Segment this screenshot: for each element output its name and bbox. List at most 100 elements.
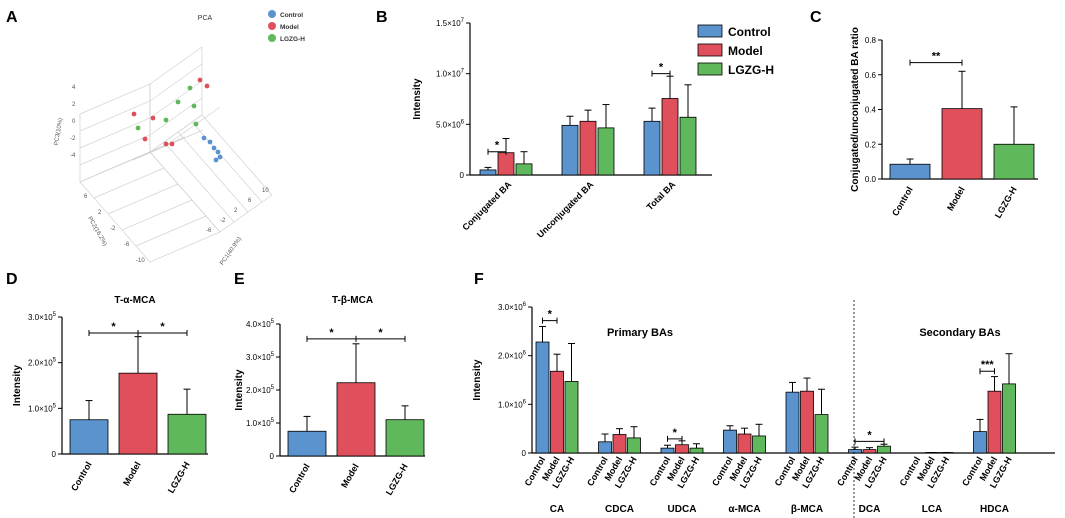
bar [661, 98, 679, 176]
y-tick-mantissa: 1.5×10 [436, 19, 461, 28]
chart-title: T-β-MCA [332, 295, 373, 306]
pca-tick: 2 [72, 102, 76, 108]
pca-point-lgzg [175, 99, 181, 105]
y-tick-mantissa: 3.0×10 [28, 313, 53, 322]
y-tick-label: 5.0×106 [436, 119, 465, 129]
bar [679, 116, 697, 176]
significance-label: * [659, 62, 664, 74]
pca-point-model [150, 115, 156, 121]
y-tick-exponent: 5 [271, 418, 275, 424]
x-group-label: CA [550, 504, 564, 515]
significance-label: *** [981, 359, 995, 371]
y-axis-label: Intensity [472, 359, 483, 401]
y-tick-mantissa: 1.0×10 [436, 70, 461, 79]
y-tick-mantissa: 0 [52, 450, 57, 459]
panel-letter-e: E [234, 271, 245, 288]
x-category-label: LGZG-H [384, 462, 410, 497]
y-tick-label: 3.0×106 [498, 302, 527, 312]
x-group-label: α-MCA [728, 504, 760, 515]
pca-point-model [204, 83, 210, 89]
bar [1002, 383, 1016, 454]
y-tick-label: 0.8 [865, 36, 877, 45]
y-tick-mantissa: 0.6 [865, 71, 877, 80]
x-category-label: Model [121, 460, 143, 488]
bar [660, 447, 675, 454]
pca-tick: -2 [70, 136, 76, 142]
y-tick-exponent: 5 [271, 352, 275, 358]
chart-title: T-α-MCA [114, 295, 155, 306]
pca-legend-label: Control [280, 12, 303, 19]
legend-label: Control [728, 25, 771, 39]
y-tick-label: 2.0×106 [498, 351, 527, 361]
y-tick-mantissa: 0 [270, 452, 275, 461]
y-tick-label: 1.0×106 [498, 399, 527, 409]
pca-point-model [163, 141, 169, 147]
bar [862, 449, 877, 454]
panel-letter-b: B [376, 9, 388, 26]
bar [287, 430, 327, 457]
x-group-label: CDCA [605, 504, 634, 515]
bar [597, 127, 615, 176]
y-tick-mantissa: 0.8 [865, 36, 877, 45]
pca-point-model [131, 111, 137, 117]
pca-legend-label: Model [280, 24, 299, 31]
pca-point-control [211, 145, 217, 151]
significance-label: * [111, 321, 116, 333]
y-tick-label: 0.6 [865, 71, 877, 80]
pca-tick: 10 [262, 188, 269, 194]
pca-tick: 2 [234, 208, 238, 214]
y-tick-label: 2.0×105 [246, 385, 275, 395]
pca-tick: -10 [136, 258, 145, 264]
y-tick-label: 1.0×105 [28, 403, 57, 413]
legend-swatch [697, 43, 723, 57]
bar [993, 143, 1035, 180]
x-category-label: Control [890, 185, 915, 218]
bar [643, 120, 661, 176]
pca-legend-label: LGZG-H [280, 36, 305, 43]
annotation-secondary: Secondary BAs [919, 327, 1000, 339]
pca-point-control [201, 135, 207, 141]
pca-tick: 6 [248, 198, 252, 204]
x-group-label: UDCA [668, 504, 697, 515]
bar [515, 163, 533, 176]
y-tick-exponent: 5 [271, 319, 275, 325]
y-tick-label: 0 [522, 449, 527, 458]
pca-axis-label-pc3: PC3(10%) [54, 118, 65, 146]
bar [550, 370, 564, 454]
pca-tick: -2 [110, 226, 116, 232]
significance-label: * [329, 327, 334, 339]
pca-point-lgzg [163, 117, 169, 123]
pca-points-model [131, 77, 210, 147]
bar [877, 445, 891, 454]
bar [723, 429, 737, 454]
y-tick-exponent: 7 [461, 69, 465, 75]
pca-point-control [207, 139, 213, 145]
bar [497, 152, 515, 176]
bar [385, 419, 425, 457]
y-tick-label: 0 [52, 450, 57, 459]
bar [689, 447, 704, 454]
pca-point-control [215, 149, 221, 155]
bar [848, 449, 862, 454]
panel-letter-c: C [810, 9, 822, 26]
y-tick-mantissa: 1.0×10 [28, 404, 53, 413]
y-tick-exponent: 5 [271, 385, 275, 391]
pca-point-lgzg [135, 125, 141, 131]
y-tick-mantissa: 4.0×10 [246, 320, 271, 329]
y-tick-label: 3.0×105 [28, 312, 57, 322]
pca-ticks: 4 2 0 -2 -4 6 2 -2 -6 -10 -6 -2 2 6 10 [70, 85, 269, 264]
bar [737, 433, 752, 454]
x-group-label: HDCA [980, 504, 1009, 515]
y-tick-mantissa: 1.0×10 [498, 400, 523, 409]
y-tick-label: 0.4 [865, 106, 877, 115]
y-tick-exponent: 5 [53, 312, 57, 318]
pca-axis-label-pc1: PC1(40.9%) [219, 236, 243, 266]
y-tick-label: 0 [270, 452, 275, 461]
chart-f: 01.0×1062.0×1063.0×106IntensityControlMo… [472, 300, 1055, 518]
y-tick-mantissa: 0 [460, 171, 465, 180]
y-tick-exponent: 7 [461, 18, 465, 24]
y-tick-mantissa: 3.0×10 [498, 303, 523, 312]
bar [987, 390, 1002, 454]
y-tick-label: 2.0×105 [28, 358, 57, 368]
significance-label: * [378, 327, 383, 339]
